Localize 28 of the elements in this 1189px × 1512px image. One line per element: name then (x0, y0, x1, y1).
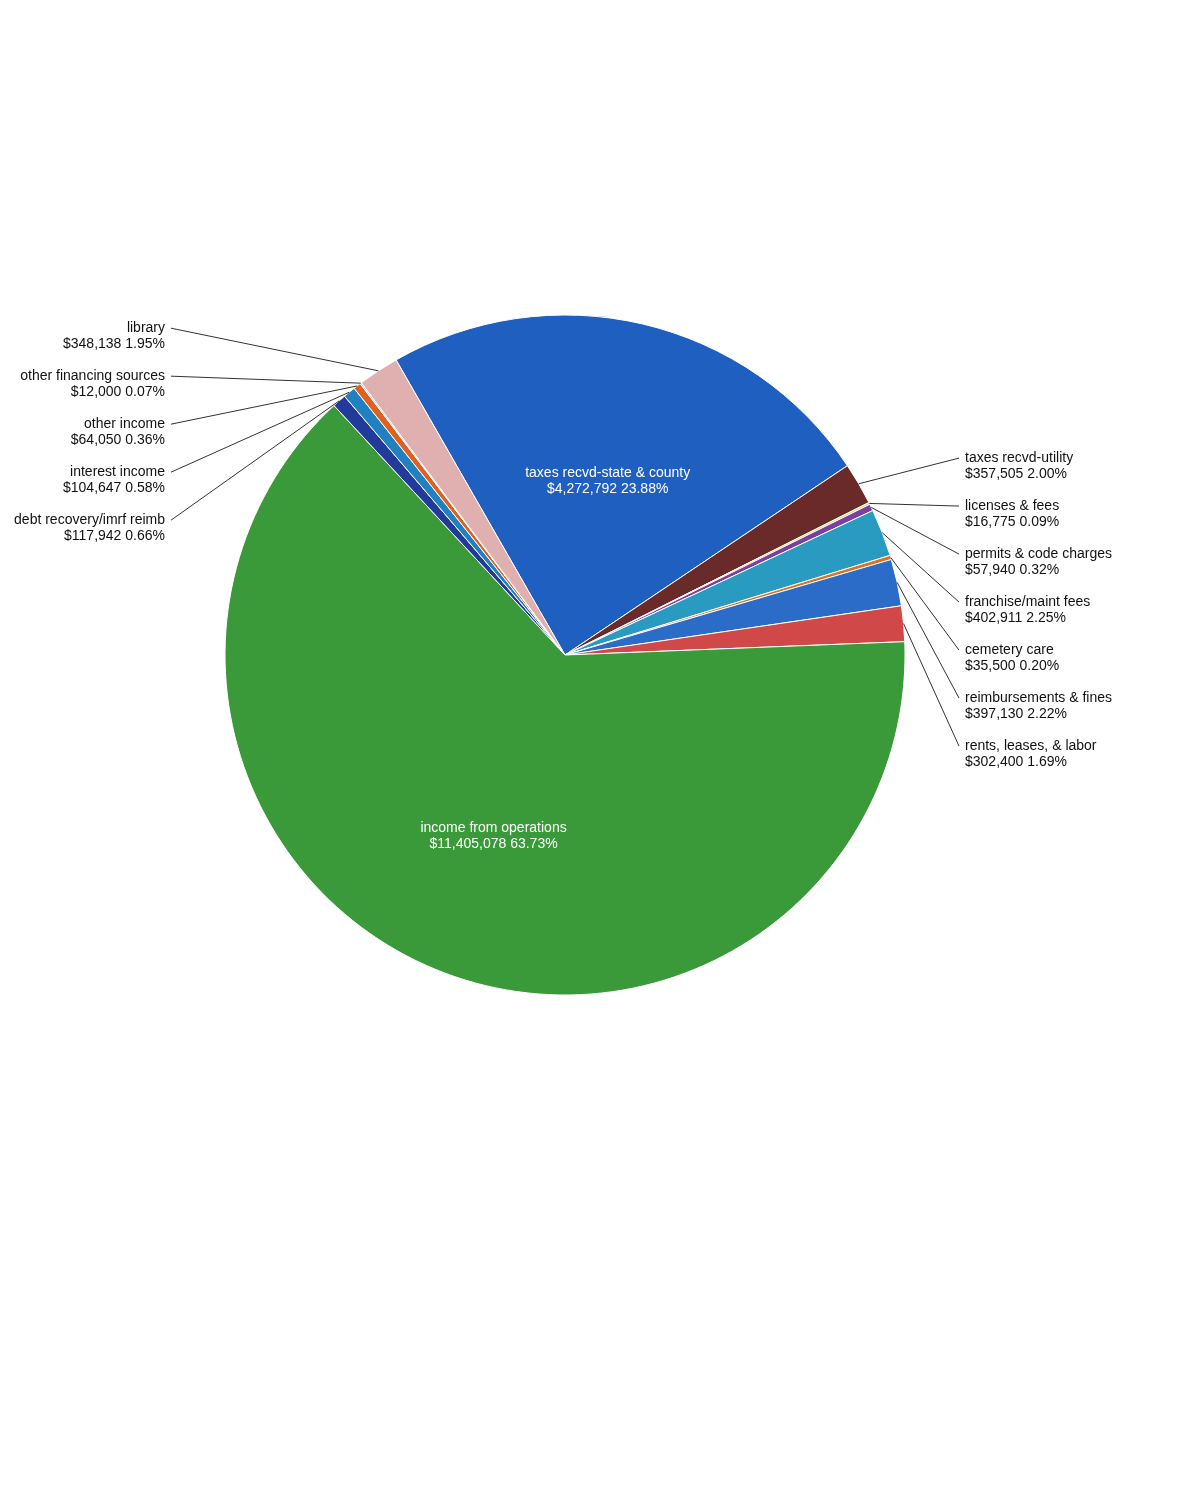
data-label: $104,647 0.58% (63, 479, 165, 496)
data-label: $357,505 2.00% (965, 465, 1067, 482)
data-label: $397,130 2.22% (965, 705, 1067, 722)
slice-label: income from operations (420, 818, 567, 835)
slice-label: cemetery care (965, 641, 1054, 658)
slice-label: taxes recvd-state & county (525, 463, 691, 480)
slice-label: interest income (70, 463, 166, 480)
data-label: $16,775 0.09% (965, 513, 1060, 530)
slice-label: taxes recvd-utility (965, 449, 1074, 466)
data-label: $348,138 1.95% (63, 335, 165, 352)
slice-label: other financing sources (20, 367, 165, 384)
slice-label: permits & code charges (965, 545, 1113, 562)
data-label: $64,050 0.36% (70, 431, 165, 448)
data-label: $4,272,792 23.88% (546, 479, 669, 496)
slice-label: reimbursements & fines (965, 689, 1113, 706)
data-label: $117,942 0.66% (64, 527, 165, 544)
slice-label: rents, leases, & labor (965, 737, 1097, 754)
slice-label: debt recovery/imrf reimb (14, 511, 166, 528)
slice-label: library (126, 319, 165, 336)
slice-label: franchise/maint fees (965, 593, 1091, 610)
data-label: $302,400 1.69% (965, 753, 1067, 770)
slice-label: licenses & fees (965, 497, 1060, 514)
data-label: $402,911 2.25% (965, 609, 1066, 626)
data-label: $12,000 0.07% (70, 383, 165, 400)
data-label: $57,940 0.32% (965, 561, 1060, 578)
slice-label: other income (84, 415, 166, 432)
data-label: $35,500 0.20% (965, 657, 1060, 674)
data-label: $11,405,078 63.73% (429, 834, 558, 851)
